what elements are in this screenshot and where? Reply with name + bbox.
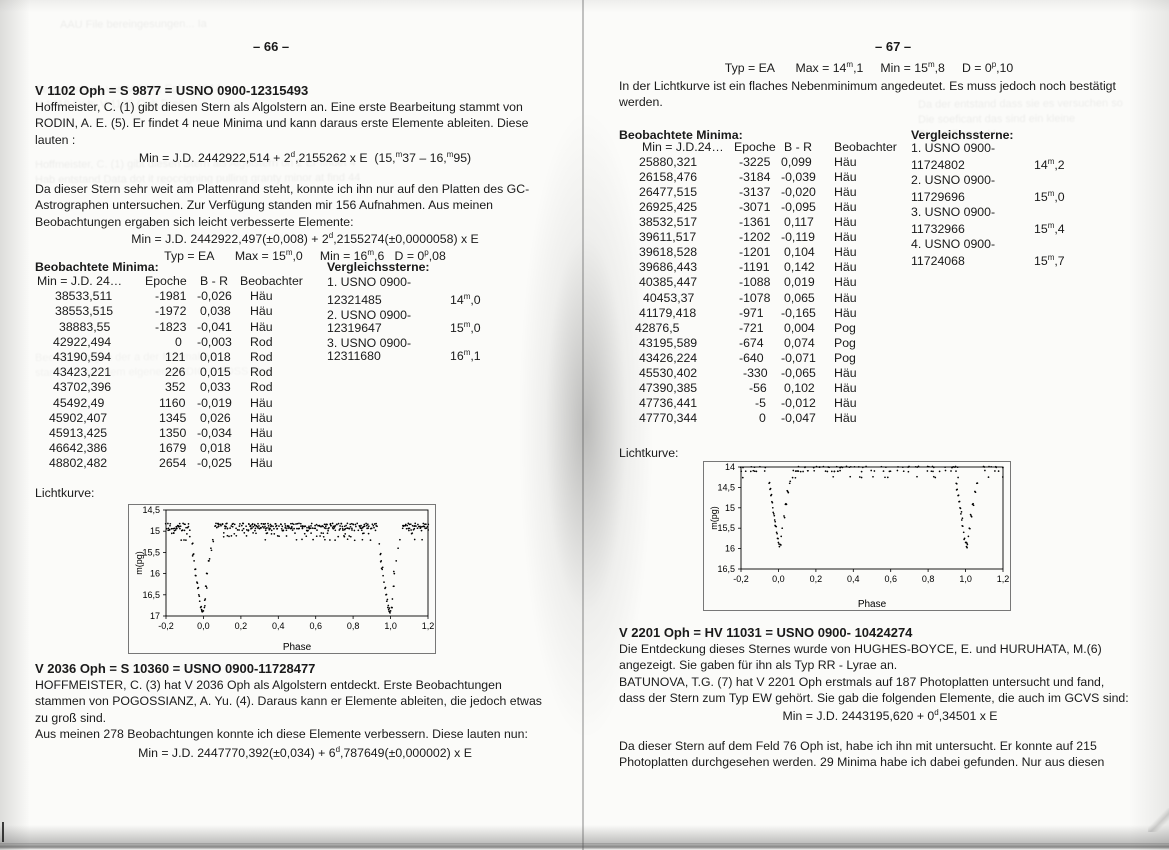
svg-text:0,6: 0,6 xyxy=(309,621,322,631)
svg-text:16: 16 xyxy=(150,569,160,579)
svg-text:1,2: 1,2 xyxy=(422,621,435,631)
svg-text:0,6: 0,6 xyxy=(884,574,897,584)
svg-text:15: 15 xyxy=(150,526,160,536)
svg-text:1,2: 1,2 xyxy=(997,574,1010,584)
svg-text:16,5: 16,5 xyxy=(142,590,160,600)
svg-text:0,2: 0,2 xyxy=(810,574,823,584)
svg-text:-0,2: -0,2 xyxy=(158,621,174,631)
svg-text:Phase: Phase xyxy=(858,599,887,610)
svg-text:m(pg): m(pg) xyxy=(709,506,719,530)
svg-text:15: 15 xyxy=(725,503,735,513)
svg-text:15,5: 15,5 xyxy=(717,523,735,533)
svg-text:0,4: 0,4 xyxy=(847,574,860,584)
svg-text:m(pg): m(pg) xyxy=(134,551,144,575)
svg-text:0,0: 0,0 xyxy=(772,574,785,584)
svg-text:1,0: 1,0 xyxy=(959,574,972,584)
svg-text:15,5: 15,5 xyxy=(142,547,160,557)
svg-text:0,4: 0,4 xyxy=(272,621,285,631)
svg-text:14,5: 14,5 xyxy=(717,482,735,492)
svg-text:14,5: 14,5 xyxy=(142,505,160,515)
svg-text:17: 17 xyxy=(150,611,160,621)
svg-text:Phase: Phase xyxy=(283,642,312,653)
svg-text:16,5: 16,5 xyxy=(717,564,735,574)
svg-text:0,0: 0,0 xyxy=(197,621,210,631)
svg-text:14: 14 xyxy=(725,462,735,472)
svg-text:0,2: 0,2 xyxy=(235,621,248,631)
svg-text:0,8: 0,8 xyxy=(347,621,360,631)
svg-text:-0,2: -0,2 xyxy=(733,574,749,584)
svg-text:1,0: 1,0 xyxy=(384,621,397,631)
svg-text:16: 16 xyxy=(725,544,735,554)
svg-text:0,8: 0,8 xyxy=(922,574,935,584)
